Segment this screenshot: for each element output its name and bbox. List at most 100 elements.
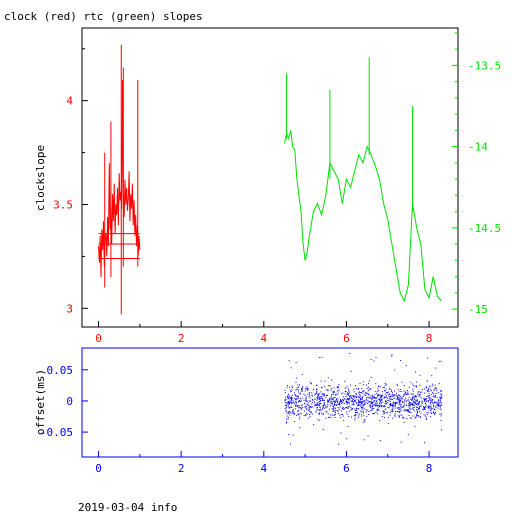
offset-point xyxy=(393,395,395,396)
offset-point xyxy=(394,404,396,406)
offset-point xyxy=(379,394,381,396)
offset-point xyxy=(440,409,442,411)
offset-point xyxy=(408,405,410,407)
offset-point xyxy=(328,417,329,418)
offset-point xyxy=(403,394,405,396)
offset-point xyxy=(358,415,360,417)
offset-point xyxy=(348,399,350,401)
offset-point xyxy=(351,395,353,397)
offset-point xyxy=(298,407,300,409)
offset-point xyxy=(344,393,346,395)
offset-point xyxy=(432,399,433,401)
offset-point xyxy=(353,404,355,405)
offset-point xyxy=(350,400,352,402)
offset-point xyxy=(424,407,426,409)
offset-point xyxy=(337,387,339,389)
offset-point xyxy=(334,397,336,399)
offset-point xyxy=(287,401,289,403)
offset-point xyxy=(318,404,320,406)
offset-point xyxy=(361,408,363,410)
offset-point xyxy=(316,398,318,400)
offset-point xyxy=(347,401,349,403)
offset-point xyxy=(385,412,387,414)
offset-point xyxy=(362,384,364,386)
offset-point xyxy=(409,381,411,383)
offset-point xyxy=(286,422,287,424)
offset-point xyxy=(298,405,300,406)
offset-point xyxy=(322,397,323,399)
offset-point xyxy=(399,415,400,417)
offset-point xyxy=(327,403,329,405)
offset-point xyxy=(310,412,312,414)
offset-point xyxy=(327,401,329,402)
offset-point xyxy=(425,416,427,418)
offset-point xyxy=(359,391,360,393)
offset-point xyxy=(301,413,303,415)
offset-point xyxy=(316,402,318,404)
offset-point xyxy=(322,407,324,409)
offset-point xyxy=(351,404,353,406)
offset-point xyxy=(413,397,415,399)
offset-point xyxy=(300,399,302,401)
offset-point xyxy=(405,410,406,411)
offset-point xyxy=(296,387,298,389)
offset-point xyxy=(352,402,354,404)
offset-point xyxy=(319,409,321,411)
offset-point xyxy=(301,374,303,375)
offset-point xyxy=(360,405,362,407)
offset-point xyxy=(416,399,418,401)
offset-point xyxy=(288,407,290,409)
offset-point xyxy=(359,401,361,403)
offset-point xyxy=(402,398,404,400)
chart-title: clock (red) rtc (green) slopes xyxy=(4,10,203,23)
offset-point xyxy=(337,413,339,414)
offset-point xyxy=(305,405,307,407)
offset-point xyxy=(306,389,308,391)
offset-point xyxy=(423,414,425,416)
offset-point xyxy=(330,395,332,397)
offset-point xyxy=(333,407,335,409)
offset-point xyxy=(373,397,375,399)
offset-point xyxy=(430,409,431,411)
offset-point xyxy=(426,406,428,408)
offset-point xyxy=(424,415,426,417)
offset-point xyxy=(333,396,335,398)
offset-point xyxy=(331,398,333,400)
offset-point xyxy=(351,397,353,399)
offset-point xyxy=(316,384,318,386)
offset-point xyxy=(436,389,438,391)
offset-point xyxy=(400,360,402,361)
offset-point xyxy=(412,403,414,405)
offset-point xyxy=(383,405,385,406)
offset-point xyxy=(330,396,332,398)
offset-point xyxy=(400,410,402,412)
offset-point xyxy=(291,394,293,396)
offset-point xyxy=(327,413,329,415)
offset-point xyxy=(362,391,363,393)
offset-point xyxy=(350,416,352,418)
offset-point xyxy=(395,401,397,403)
offset-point xyxy=(398,400,400,402)
offset-point xyxy=(399,398,401,400)
x-tick-label: 0 xyxy=(95,462,102,475)
offset-point xyxy=(367,403,369,405)
offset-point xyxy=(371,405,373,407)
offset-point xyxy=(387,417,389,419)
offset-point xyxy=(396,383,398,385)
offset-point xyxy=(318,392,320,394)
offset-point xyxy=(337,410,339,412)
offset-point xyxy=(410,412,412,413)
offset-point xyxy=(296,388,298,390)
offset-point xyxy=(318,401,320,402)
offset-point xyxy=(382,387,384,388)
offset-point xyxy=(295,404,297,406)
offset-point xyxy=(347,408,349,409)
offset-point xyxy=(415,416,417,418)
offset-point xyxy=(437,392,439,393)
offset-point xyxy=(389,414,391,416)
offset-point xyxy=(426,387,428,389)
offset-point xyxy=(319,401,321,403)
offset-point xyxy=(363,401,365,403)
offset-point xyxy=(414,385,416,387)
